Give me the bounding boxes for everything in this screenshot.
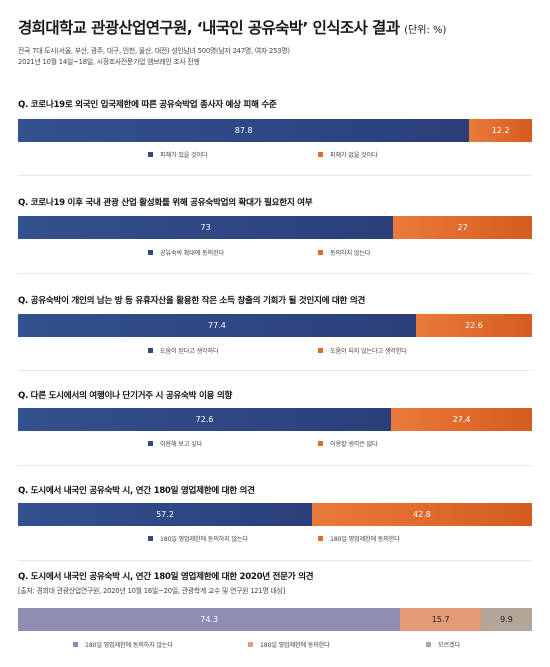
bar-segment: 57.2 — [18, 503, 312, 526]
section-divider — [18, 273, 532, 274]
legend-label: 180일 영업제한에 동의하지 않는다 — [85, 642, 173, 649]
legend-swatch — [318, 250, 323, 255]
page-title: 경희대학교 관광산업연구원, ‘내국인 공유숙박’ 인식조사 결과 (단위: %… — [18, 16, 446, 38]
bar-segment: 22.6 — [415, 314, 532, 337]
survey-meta-line-2: 2021년 10월 14일~18일, 시장조사전문기업 엠브레인 조사 진행 — [18, 58, 200, 66]
stacked-bar: 57.2 42.8 — [18, 503, 532, 526]
legend-label: 이용해 보고 싶다 — [160, 441, 202, 448]
bar-segment: 72.6 — [18, 408, 392, 431]
data-label: 74.3 — [200, 615, 219, 624]
data-label: 73 — [200, 223, 211, 232]
legend-label: 180일 영업제한에 동의한다 — [260, 642, 330, 649]
legend-swatch — [148, 441, 153, 446]
bar-segment: 9.9 — [481, 608, 532, 631]
legend-label: 180일 영업제한에 동의한다 — [330, 536, 400, 543]
section-divider — [18, 370, 532, 371]
survey-meta-line-1: 전국 7대 도시(서울, 부산, 광주, 대구, 인천, 울산, 대전) 성인남… — [18, 47, 290, 55]
unit-label: (단위: %) — [404, 25, 447, 36]
legend-swatch — [73, 642, 78, 647]
question-title: Q. 코로나19로 외국인 입국제한에 따른 공유숙박업 종사자 예상 피해 수… — [18, 100, 277, 110]
legend-item: 도움이 된다고 생각하다 — [148, 346, 219, 355]
legend-item: 이용해 보고 싶다 — [148, 439, 202, 448]
legend-item: 180일 영업제한에 동의하지 않는다 — [73, 640, 173, 649]
legend: 피해가 있을 것이다 피해가 없을 것이다 — [18, 150, 532, 160]
legend-item: 180일 영업제한에 동의한다 — [318, 534, 400, 543]
data-label: 22.6 — [465, 321, 483, 330]
legend-swatch — [318, 348, 323, 353]
data-label: 87.8 — [234, 126, 253, 135]
legend-label: 동의하지 않는다 — [330, 250, 371, 257]
question-source: [출처: 경희대 관광산업연구원, 2020년 10월 16일~20일, 관광학… — [18, 587, 286, 595]
bar-segment: 74.3 — [18, 608, 401, 631]
question-title: Q. 공유숙박이 개인의 남는 방 등 유휴자산을 활용한 작은 소득 창출의 … — [18, 296, 365, 306]
section-divider — [18, 465, 532, 466]
legend-label: 피해가 없을 것이다 — [330, 152, 378, 159]
legend-label: 공유숙박 확대에 동의한다 — [160, 250, 224, 257]
bar-segment: 15.7 — [400, 608, 482, 631]
legend-label: 도움이 되지 않는다고 생각한다 — [330, 348, 407, 355]
legend-swatch — [426, 642, 431, 647]
legend: 이용해 보고 싶다 이용할 생각은 없다 — [18, 439, 532, 449]
legend: 180일 영업제한에 동의하지 않는다 180일 영업제한에 동의한다 모르겠다 — [18, 640, 532, 650]
stacked-bar: 72.6 27.4 — [18, 408, 532, 431]
legend-item: 180일 영업제한에 동의한다 — [248, 640, 330, 649]
data-label: 9.9 — [500, 615, 513, 624]
bar-segment: 77.4 — [18, 314, 416, 337]
legend-label: 피해가 있을 것이다 — [160, 152, 208, 159]
data-label: 77.4 — [208, 321, 226, 330]
question-title: Q. 다른 도시에서의 여행이나 단기거주 시 공유숙박 이용 의향 — [18, 391, 233, 401]
legend-swatch — [148, 250, 153, 255]
legend-item: 이용할 생각은 없다 — [318, 439, 378, 448]
bar-segment: 27.4 — [391, 408, 532, 431]
legend-item: 피해가 없을 것이다 — [318, 150, 378, 159]
question-title: Q. 도시에서 내국인 공유숙박 시, 연간 180일 영업제한에 대한 의견 — [18, 486, 255, 496]
legend-item: 피해가 있을 것이다 — [148, 150, 208, 159]
stacked-bar: 73 27 — [18, 216, 532, 239]
legend-swatch — [248, 642, 253, 647]
data-label: 72.6 — [195, 415, 214, 424]
legend: 180일 영업제한에 동의하지 않는다 180일 영업제한에 동의한다 — [18, 534, 532, 544]
legend-item: 공유숙박 확대에 동의한다 — [148, 248, 224, 257]
bar-segment: 73 — [18, 216, 394, 239]
bar-segment: 42.8 — [312, 503, 532, 526]
legend-label: 180일 영업제한에 동의하지 않는다 — [160, 536, 248, 543]
bar-segment: 12.2 — [469, 119, 532, 142]
title-text: 경희대학교 관광산업연구원, ‘내국인 공유숙박’ 인식조사 결과 — [18, 19, 400, 37]
legend-label: 도움이 된다고 생각하다 — [160, 348, 219, 355]
stacked-bar: 77.4 22.6 — [18, 314, 532, 337]
stacked-bar: 87.8 12.2 — [18, 119, 532, 142]
legend-swatch — [318, 152, 323, 157]
legend-item: 도움이 되지 않는다고 생각한다 — [318, 346, 407, 355]
legend-swatch — [318, 536, 323, 541]
legend-swatch — [148, 536, 153, 541]
bar-segment: 27 — [393, 216, 532, 239]
section-divider — [18, 175, 532, 176]
data-label: 27.4 — [452, 415, 471, 424]
question-title: Q. 코로나19 이후 국내 관광 산업 활성화를 위해 공유숙박업의 확대가 … — [18, 198, 313, 208]
data-label: 42.8 — [413, 510, 431, 519]
legend-swatch — [148, 152, 153, 157]
data-label: 57.2 — [156, 510, 174, 519]
stacked-bar: 74.3 15.7 9.9 — [18, 608, 532, 631]
legend-item: 동의하지 않는다 — [318, 248, 370, 257]
legend: 도움이 된다고 생각하다 도움이 되지 않는다고 생각한다 — [18, 346, 532, 356]
legend-swatch — [318, 441, 323, 446]
data-label: 27 — [457, 223, 468, 232]
question-title: Q. 도시에서 내국인 공유숙박 시, 연간 180일 영업제한에 대한 202… — [18, 572, 314, 582]
legend: 공유숙박 확대에 동의한다 동의하지 않는다 — [18, 248, 532, 258]
data-label: 15.7 — [431, 615, 450, 624]
legend-label: 모르겠다 — [438, 642, 460, 649]
legend-item: 모르겠다 — [426, 640, 460, 649]
legend-label: 이용할 생각은 없다 — [330, 441, 378, 448]
data-label: 12.2 — [491, 126, 510, 135]
legend-swatch — [148, 348, 153, 353]
bar-segment: 87.8 — [18, 119, 470, 142]
section-divider — [18, 560, 532, 561]
legend-item: 180일 영업제한에 동의하지 않는다 — [148, 534, 248, 543]
